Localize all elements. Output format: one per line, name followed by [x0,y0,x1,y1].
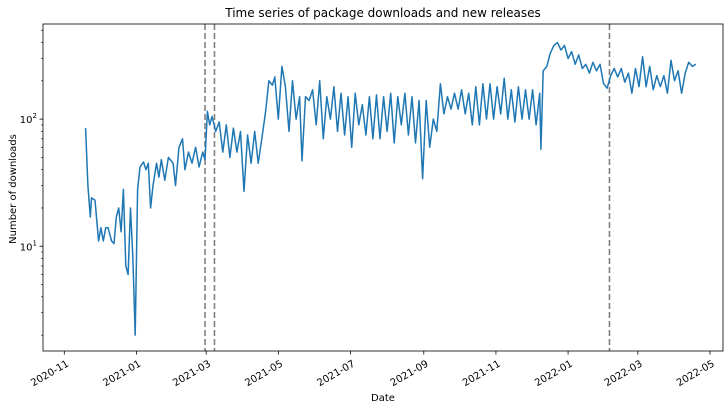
x-axis-label: Date [371,393,395,404]
downloads-series-line [84,41,697,336]
y-tick-label: 102 [20,112,37,126]
y-tick-label: 101 [20,239,37,253]
series-group [84,41,697,336]
chart-title: Time series of package downloads and new… [224,6,541,20]
y-axis-label: Number of downloads [8,134,19,244]
plot-area-frame [42,23,724,352]
